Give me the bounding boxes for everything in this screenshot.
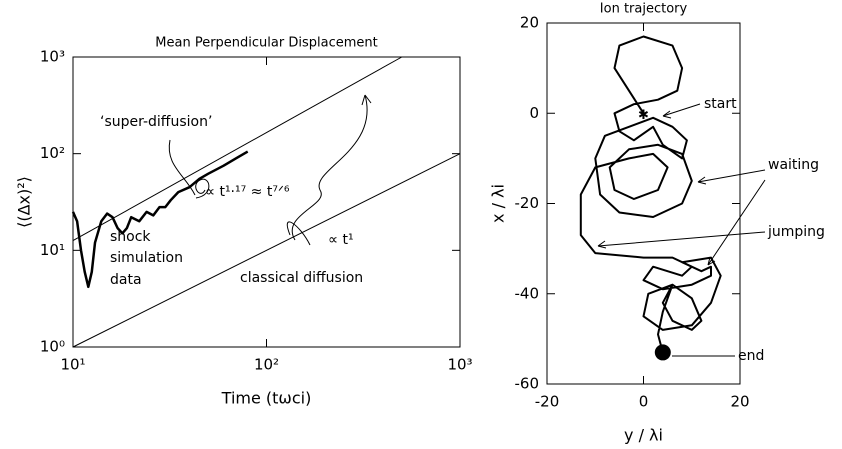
- y-tick-label: 10¹: [40, 241, 65, 259]
- annotation: ∝ t¹: [328, 232, 354, 248]
- start-marker: ✱: [638, 108, 649, 123]
- annotation: data: [110, 272, 142, 288]
- x-tick-label: 10²: [254, 356, 279, 374]
- arrow: [286, 221, 311, 246]
- fit-line: [72, 153, 461, 348]
- trajectory-line: [579, 35, 722, 353]
- annotation: shock: [110, 229, 151, 245]
- annotation-arrows: [168, 94, 766, 357]
- x-tick-label: 0: [639, 393, 649, 411]
- chart-title: Mean Perpendicular Displacement: [155, 36, 377, 51]
- y-tick-label: -60: [515, 375, 540, 393]
- y-axis-label: x / λi: [489, 184, 508, 223]
- end-marker: [654, 344, 671, 361]
- y-tick-label: 0: [529, 104, 539, 122]
- y-tick-label: -40: [515, 284, 540, 302]
- x-tick-label: 20: [730, 393, 749, 411]
- annotation: jumping: [767, 224, 825, 240]
- arrow-head: [361, 94, 372, 106]
- plot-frame: [72, 56, 461, 348]
- annotation: ∝ t¹·¹⁷ ≈ t⁷ᐟ⁶: [205, 184, 290, 200]
- annotation: ‘super-diffusion’: [100, 114, 212, 130]
- annotation: end: [738, 348, 764, 364]
- y-tick-label: 10⁰: [40, 338, 65, 356]
- y-tick-label: -20: [515, 194, 540, 212]
- y-tick-label: 20: [520, 14, 539, 32]
- y-axis-label: ⟨(Δx)²⟩: [15, 176, 34, 228]
- arrow: [195, 178, 210, 199]
- x-axis-label: Time (tωci): [221, 389, 312, 408]
- annotation: classical diffusion: [240, 270, 363, 286]
- arrow: [707, 179, 766, 266]
- y-tick-label: 10²: [40, 144, 65, 162]
- x-tick-label: 10³: [447, 356, 472, 374]
- fit-line: [72, 56, 403, 242]
- annotation: waiting: [768, 157, 819, 173]
- plot-frame: [546, 22, 741, 385]
- arrow: [662, 103, 701, 119]
- chart-title: Ion trajectory: [600, 2, 688, 17]
- arrow: [597, 231, 766, 249]
- data-line: [71, 150, 249, 289]
- arrow: [291, 94, 368, 241]
- x-axis-label: y / λi: [624, 426, 663, 445]
- annotation: simulation: [110, 250, 183, 266]
- x-tick-label: 10¹: [60, 356, 85, 374]
- y-tick-label: 10³: [40, 48, 65, 66]
- x-tick-label: -20: [535, 393, 560, 411]
- arrow: [697, 169, 766, 185]
- annotation: start: [704, 96, 737, 112]
- arrow: [168, 139, 196, 196]
